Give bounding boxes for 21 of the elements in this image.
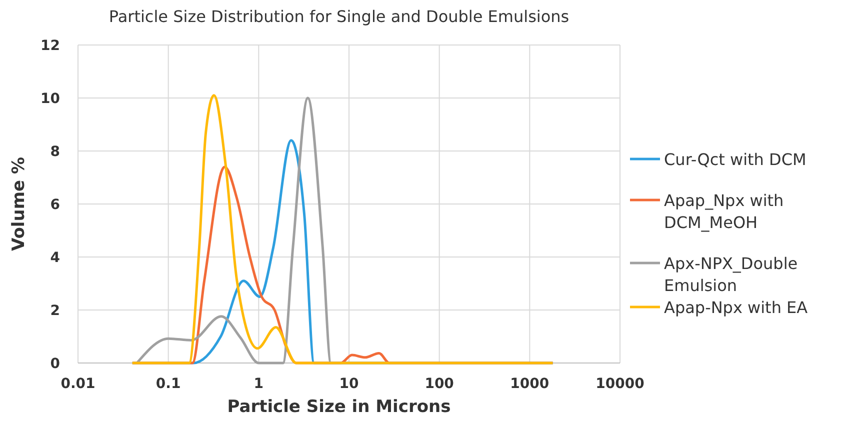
y-tick-label: 6: [50, 197, 60, 213]
x-tick-label: 0.01: [60, 376, 96, 392]
x-tick-label: 1000: [510, 376, 550, 392]
y-tick-label: 8: [50, 144, 60, 160]
y-axis-title: Volume %: [9, 156, 29, 252]
y-tick-label: 0: [50, 356, 60, 372]
x-tick-label: 10000: [596, 376, 645, 392]
x-tick-label: 10: [339, 376, 359, 392]
y-tick-label: 2: [50, 303, 60, 319]
x-tick-label: 1: [254, 376, 264, 392]
y-tick-label: 4: [50, 250, 60, 266]
y-tick-label: 12: [40, 38, 60, 54]
legend-label: Apap-Npx with EA: [664, 298, 808, 317]
x-tick-label: 100: [424, 376, 454, 392]
x-tick-label: 0.1: [156, 376, 181, 392]
legend-label: Apap_Npx with DCM_MeOH: [664, 191, 784, 232]
legend-label: Apx-NPX_Double Emulsion: [664, 254, 798, 295]
chart-title: Particle Size Distribution for Single and Double Emulsions: [108, 7, 570, 26]
x-axis-title: Particle Size in Microns: [227, 397, 451, 417]
legend-label: Cur-Qct with DCM: [664, 150, 806, 169]
y-tick-label: 10: [40, 91, 60, 107]
